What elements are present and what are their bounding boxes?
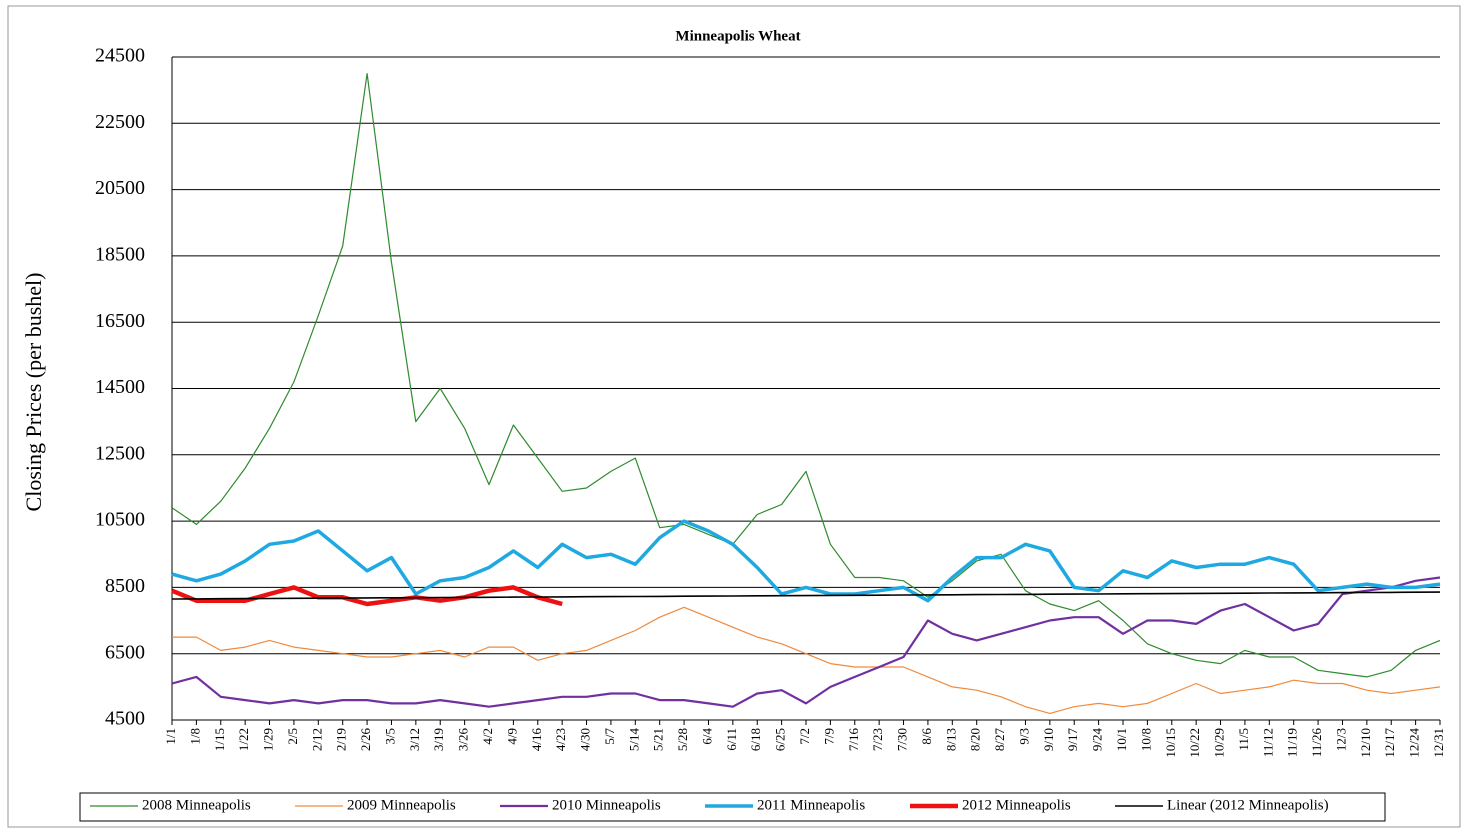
x-tick-label: 12/10 <box>1358 728 1373 758</box>
series-line <box>171 519 1441 603</box>
legend-label: 2012 Minneapolis <box>962 797 1071 813</box>
y-axis-label: Closing Prices (per bushel) <box>21 273 46 512</box>
y-tick-label: 12500 <box>95 442 145 464</box>
legend-label: 2008 Minneapolis <box>142 797 251 813</box>
x-tick-label: 4/9 <box>504 728 519 745</box>
x-tick-label: 2/19 <box>334 728 349 751</box>
x-tick-label: 11/12 <box>1260 728 1275 757</box>
x-tick-label: 11/5 <box>1236 728 1251 751</box>
x-tick-label: 8/13 <box>943 728 958 751</box>
y-tick-label: 16500 <box>95 310 145 332</box>
x-tick-label: 8/6 <box>919 728 934 745</box>
x-tick-label: 5/14 <box>626 728 641 752</box>
x-tick-label: 3/5 <box>382 728 397 745</box>
x-tick-label: 1/29 <box>261 728 276 751</box>
x-tick-label: 5/7 <box>602 728 617 745</box>
x-tick-label: 3/19 <box>431 728 446 751</box>
x-tick-label: 9/10 <box>1041 728 1056 751</box>
x-tick-label: 5/21 <box>651 728 666 751</box>
x-tick-label: 10/15 <box>1163 728 1178 758</box>
x-tick-label: 4/2 <box>480 728 495 745</box>
x-tick-label: 9/24 <box>1090 728 1105 752</box>
y-tick-label: 24500 <box>95 45 145 67</box>
legend-label: 2011 Minneapolis <box>757 797 865 813</box>
x-tick-label: 10/29 <box>1212 728 1227 758</box>
x-tick-label: 12/24 <box>1407 728 1422 758</box>
x-tick-label: 12/17 <box>1382 728 1397 758</box>
chart-title: Minneapolis Wheat <box>675 28 800 44</box>
x-tick-label: 8/27 <box>992 728 1007 752</box>
y-tick-label: 20500 <box>95 177 145 199</box>
series-line <box>171 73 1441 678</box>
x-tick-label: 8/20 <box>968 728 983 751</box>
x-tick-label: 10/8 <box>1138 728 1153 751</box>
y-tick-label: 22500 <box>95 111 145 133</box>
x-tick-label: 1/1 <box>163 728 178 745</box>
chart-border <box>7 5 1461 828</box>
x-tick-label: 11/19 <box>1285 728 1300 757</box>
x-tick-label: 7/2 <box>797 728 812 745</box>
y-tick-label: 10500 <box>95 509 145 531</box>
y-tick-label: 18500 <box>95 243 145 265</box>
x-tick-label: 6/25 <box>773 728 788 751</box>
series-line <box>171 576 1441 708</box>
legend-label: 2010 Minneapolis <box>552 797 661 813</box>
x-tick-label: 11/26 <box>1309 728 1324 758</box>
x-tick-label: 1/15 <box>212 728 227 751</box>
series-line <box>171 591 1441 600</box>
y-tick-label: 8500 <box>105 575 145 597</box>
x-tick-label: 9/3 <box>1016 728 1031 745</box>
x-tick-label: 12/31 <box>1431 728 1446 758</box>
x-tick-label: 10/22 <box>1187 728 1202 758</box>
x-tick-label: 7/23 <box>870 728 885 751</box>
x-tick-label: 4/30 <box>578 728 593 751</box>
x-tick-label: 7/16 <box>846 728 861 752</box>
x-tick-label: 1/22 <box>236 728 251 751</box>
legend-box <box>79 792 1386 822</box>
y-tick-label: 14500 <box>95 376 145 398</box>
x-tick-label: 10/1 <box>1114 728 1129 751</box>
series-line <box>171 585 563 607</box>
series-line <box>172 606 1441 714</box>
x-tick-label: 9/17 <box>1065 728 1080 752</box>
legend-label: Linear (2012 Minneapolis) <box>1167 797 1329 813</box>
x-tick-label: 6/4 <box>699 728 714 745</box>
x-tick-label: 2/26 <box>358 728 373 752</box>
x-tick-label: 6/18 <box>748 728 763 751</box>
x-tick-label: 5/28 <box>675 728 690 751</box>
legend-label: 2009 Minneapolis <box>347 797 456 813</box>
x-tick-label: 1/8 <box>187 728 202 745</box>
x-tick-label: 6/11 <box>724 728 739 751</box>
x-tick-label: 4/16 <box>529 728 544 752</box>
x-tick-label: 7/9 <box>821 728 836 745</box>
x-tick-label: 2/12 <box>309 728 324 751</box>
x-tick-label: 2/5 <box>285 728 300 745</box>
x-tick-label: 3/26 <box>456 728 471 752</box>
x-tick-label: 4/23 <box>553 728 568 751</box>
y-tick-label: 4500 <box>105 708 145 730</box>
x-tick-label: 7/30 <box>895 728 910 751</box>
x-tick-label: 3/12 <box>407 728 422 751</box>
y-tick-label: 6500 <box>105 641 145 663</box>
x-tick-label: 12/3 <box>1333 728 1348 751</box>
